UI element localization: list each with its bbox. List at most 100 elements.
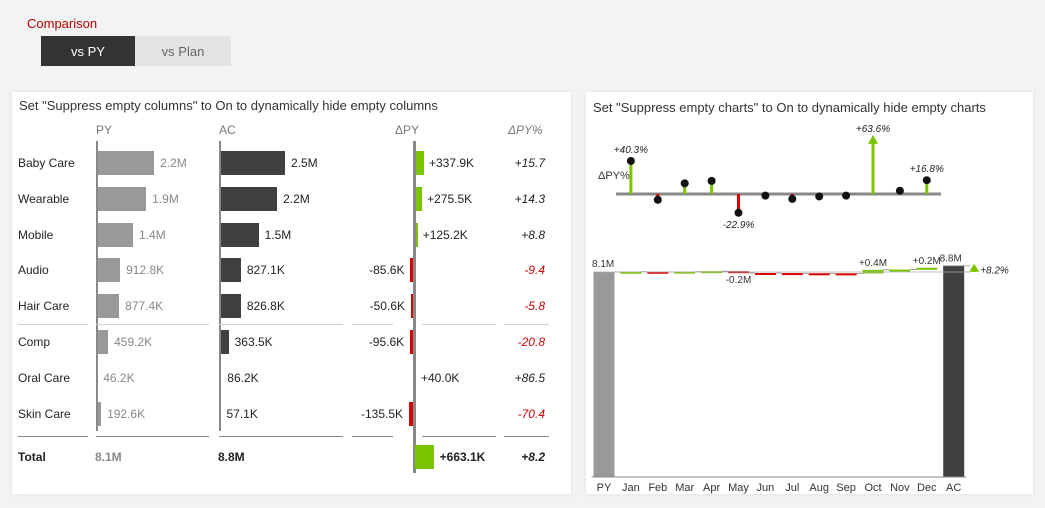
ac-value: 2.5M [291,156,318,170]
delta-bar-negative [410,330,413,354]
row-label: Wearable [18,191,70,206]
py-value: 1.9M [152,191,179,206]
header-ac: AC [219,123,236,137]
variance-table-panel: Set "Suppress empty columns" to On to dy… [12,92,571,494]
row-label: Skin Care [18,406,71,421]
row-label: Mobile [18,227,54,242]
delta-bar-positive [414,186,423,211]
waterfall-delta-label: -0.2M [726,275,752,286]
waterfall-category-label: Jul [785,482,799,494]
lollipop-dot [788,194,797,203]
delta-value: -95.6K [368,335,405,349]
lollipop-label: +40.3% [614,145,648,156]
lollipop-dot [761,191,770,200]
delta-pct-value: -5.8 [524,299,545,314]
lollipop-label: +63.6% [856,124,890,135]
py-value: 1.4M [138,227,166,242]
delta-pct-value: -70.4 [517,406,545,421]
comparison-slicer: vs PY vs Plan [41,36,231,66]
py-bar [96,294,120,319]
ac-value: 827.1K [246,263,285,278]
delta-value: -135.5K [360,406,403,421]
delta-pct-value: +86.5 [514,370,545,385]
waterfall-category-label: Oct [864,482,881,494]
waterfall-category-label: May [728,482,749,494]
ac-bar [219,222,259,247]
ac-bar [219,258,241,283]
py-bar [96,330,109,354]
waterfall-delta-bar [754,272,776,275]
lollipop-dot [922,176,931,185]
total-ac: 8.8M [218,450,245,465]
ac-value: 363.5K [234,335,273,349]
waterfall-category-label: Jan [622,482,640,494]
delta-bar-negative [411,294,413,319]
waterfall-category-label: AC [946,482,961,494]
row-label: Oral Care [18,370,71,385]
total-label: Total [18,450,46,465]
total-delta: +663.1K [439,450,486,465]
header-py: PY [96,123,113,137]
waterfall-delta-bar [889,269,911,272]
total-separator [219,435,343,437]
waterfall-category-label: Dec [917,482,937,494]
py-bar [96,222,133,247]
group-separator [352,324,393,326]
waterfall-delta-bar [808,273,830,276]
ac-value: 2.2M [283,191,310,206]
vs-plan-button[interactable]: vs Plan [135,36,231,66]
ac-value: 86.2K [227,370,259,385]
py-bar [96,401,102,426]
py-bar [96,186,147,211]
delta-value: -85.6K [369,263,405,278]
ac-bar [219,186,278,211]
delta-value: +40.0K [421,370,460,385]
py-value: 459.2K [114,335,153,349]
chart-panel: Set "Suppress empty charts" to On to dyn… [586,92,1033,494]
total-separator [96,435,209,437]
waterfall-delta-bar [781,273,803,276]
group-separator [219,324,343,326]
delta-pct-value: +14.3 [514,191,545,206]
lollipop-y-label: ΔPY% [598,170,630,182]
chart-panel-title: Set "Suppress empty charts" to On to dyn… [593,100,986,115]
waterfall-delta-arrow-head [969,263,980,272]
waterfall-category-label: Feb [648,482,667,494]
py-bar [96,258,121,283]
lollipop-label: -22.9% [723,220,755,231]
table-panel-title: Set "Suppress empty columns" to On to dy… [19,98,438,113]
header-dpy-pct: ΔPY% [508,123,543,137]
lollipop-dot [653,195,662,204]
total-separator [504,435,549,437]
group-separator [18,324,88,326]
py-value: 46.2K [103,370,135,385]
lollipop-dot [626,156,635,165]
delta-pct-value: +15.7 [514,156,545,170]
ac-value: 1.5M [264,227,292,242]
row-label: Hair Care [18,299,70,314]
total-separator [422,435,496,437]
waterfall-ac-bar [943,265,965,477]
waterfall-category-label: Apr [703,482,720,494]
row-label: Audio [18,263,49,278]
monthly-charts: ΔPY% +40.3% -22.9% +63.6% +16.8% 8.1M -0.2M +0.… [591,124,1009,494]
delta-pct-value: +8.8 [521,227,545,242]
waterfall-ac-label: 8.8M [940,254,962,265]
delta-value: +337.9K [429,156,475,170]
ac-bar [219,294,241,319]
lollipop-dot [842,191,851,200]
group-separator [422,324,496,326]
waterfall-category-label: Nov [890,482,910,494]
lollipop-dot [815,192,824,201]
row-label: Baby Care [18,156,75,170]
py-bar [96,151,155,175]
waterfall-delta-label: +0.4M [859,258,887,269]
waterfall-delta-bar [620,271,642,274]
vs-py-button[interactable]: vs PY [41,36,135,66]
waterfall-delta-bar [647,271,669,274]
ac-value: 826.8K [246,299,285,314]
total-delta-pct: +8.2 [521,450,545,465]
delta-axis [413,141,416,474]
ac-value: 57.1K [226,406,258,421]
waterfall-category-label: Sep [836,482,856,494]
